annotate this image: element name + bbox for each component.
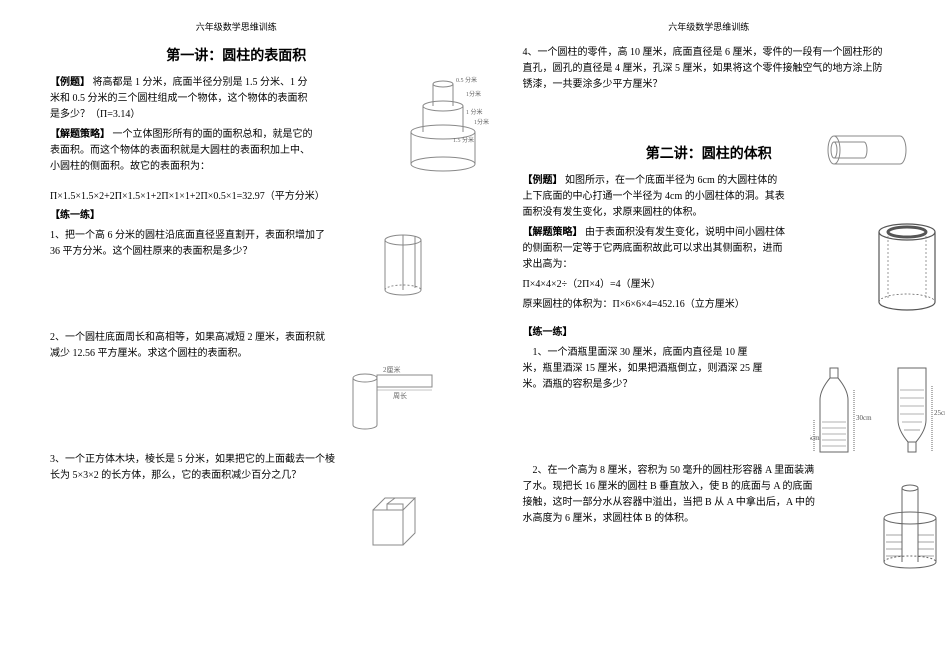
page-right: 六年级数学思维训练 4、一个圆柱的零件，高 10 厘米，底面直径是 6 厘米，零… [473, 20, 945, 637]
page-header-2: 六年级数学思维训练 [523, 20, 896, 33]
vessel-figure [875, 480, 945, 575]
label-25cm: 25cm [934, 409, 945, 417]
cube-cut-figure [363, 490, 433, 555]
unroll-cylinder-figure: 2厘米 周长 [343, 360, 443, 440]
page-left: 六年级数学思维训练 第一讲：圆柱的表面积 【例题】 将高都是 1 分米，底面半径… [0, 20, 473, 637]
formula2: 原来圆柱的体积为：Π×6×6×4=452.16（立方厘米） [523, 297, 786, 313]
strategy-label-2: 【解题策略】 [523, 227, 583, 238]
example-label: 【例题】 [50, 77, 90, 88]
page-header: 六年级数学思维训练 [50, 20, 423, 33]
q3: 3、一个正方体木块，棱长是 5 分米，如果把它的上面截去一个棱长为 5×3×2 … [50, 452, 423, 484]
q2-block-2: 2、在一个高为 8 厘米，容积为 50 毫升的圆柱形容器 A 里面装满了水。现把… [523, 463, 896, 527]
example-block: 【例题】 将高都是 1 分米，底面半径分别是 1.5 分米、1 分米和 0.5 … [50, 75, 423, 175]
label-2cm: 2厘米 [383, 365, 401, 374]
q2: 2、一个圆柱底面周长和高相等，如果高减短 2 厘米，表面积就减少 12.56 平… [50, 330, 423, 362]
example-label-2: 【例题】 [523, 175, 563, 186]
label-r15: 1.5 分米 [453, 136, 474, 144]
q4-block: 4、一个圆柱的零件，高 10 厘米，底面直径是 6 厘米，零件的一段有一个圆柱形… [523, 45, 896, 93]
split-cylinder-figure [373, 230, 443, 305]
label-15cm: 15cm [810, 434, 820, 442]
label-zhou: 周长 [393, 391, 407, 400]
q1: 1、把一个高 6 分米的圆柱沿底面直径竖直割开，表面积增加了 36 平方分米。这… [50, 228, 423, 260]
lecture-1-title: 第一讲：圆柱的表面积 [50, 45, 423, 65]
pipe-figure [820, 125, 915, 175]
q2-2: 2、在一个高为 8 厘米，容积为 50 毫升的圆柱形容器 A 里面装满了水。现把… [523, 463, 896, 527]
practice-label-2: 【练一练】 [523, 325, 896, 341]
q3-block: 3、一个正方体木块，棱长是 5 分米，如果把它的上面截去一个棱长为 5×3×2 … [50, 452, 423, 484]
hollow-cylinder-figure [870, 220, 945, 320]
formula-line: Π×1.5×1.5×2+2Π×1.5×1+2Π×1×1+2Π×0.5×1=32.… [50, 187, 423, 202]
practice-block: 【练一练】 1、把一个高 6 分米的圆柱沿底面直径竖直割开，表面积增加了 36 … [50, 208, 423, 260]
label-30cm: 30cm [856, 414, 872, 422]
example-block-2: 【例题】 如图所示，在一个底面半径为 6cm 的大圆柱体的上下底面的中心打通一个… [523, 173, 896, 313]
bottle-figure: 30cm 15cm 25cm [810, 360, 945, 465]
q2-block: 2、一个圆柱底面周长和高相等，如果高减短 2 厘米，表面积就减少 12.56 平… [50, 330, 423, 362]
practice-label: 【练一练】 [50, 208, 423, 224]
strategy-label: 【解题策略】 [50, 129, 110, 140]
formula1: Π×4×4×2÷（2Π×4）=4（厘米） [523, 277, 786, 293]
q4: 4、一个圆柱的零件，高 10 厘米，底面直径是 6 厘米，零件的一段有一个圆柱形… [523, 45, 886, 93]
